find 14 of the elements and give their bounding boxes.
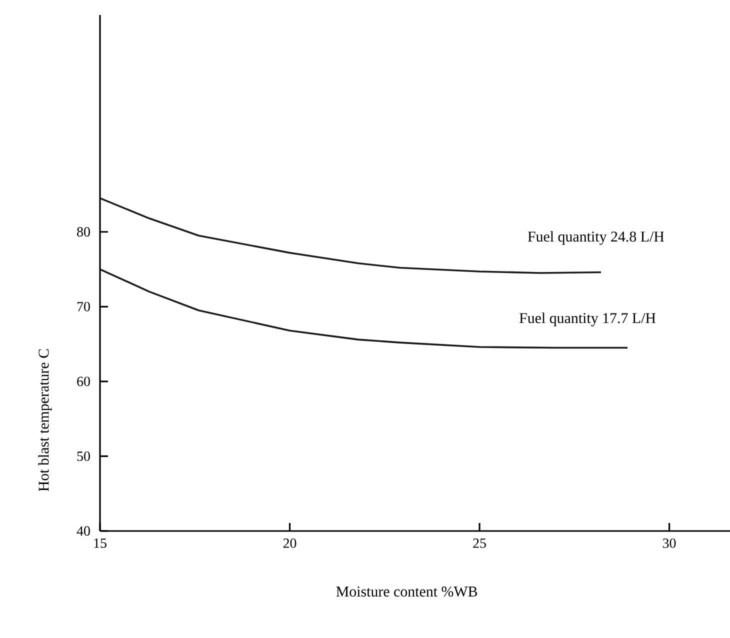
series-label: Fuel quantity 17.7 L/H (519, 312, 656, 326)
y-tick-label: 70 (77, 302, 90, 312)
x-tick-label: 25 (473, 538, 486, 548)
y-axis-title: Hot blast temperature C (38, 349, 52, 492)
series-label: Fuel quantity 24.8 L/H (528, 231, 664, 245)
y-tick-label: 40 (76, 526, 90, 536)
y-tick-label: 80 (77, 227, 90, 237)
x-axis-title: Moisture content %WB (336, 586, 478, 597)
x-tick-label: 20 (283, 538, 296, 548)
x-tick-label: 15 (94, 538, 106, 548)
x-tick-label: 30 (662, 538, 676, 548)
y-tick-label: 50 (77, 452, 90, 461)
line-series (99, 268, 628, 349)
y-tick-label: 60 (77, 376, 90, 386)
